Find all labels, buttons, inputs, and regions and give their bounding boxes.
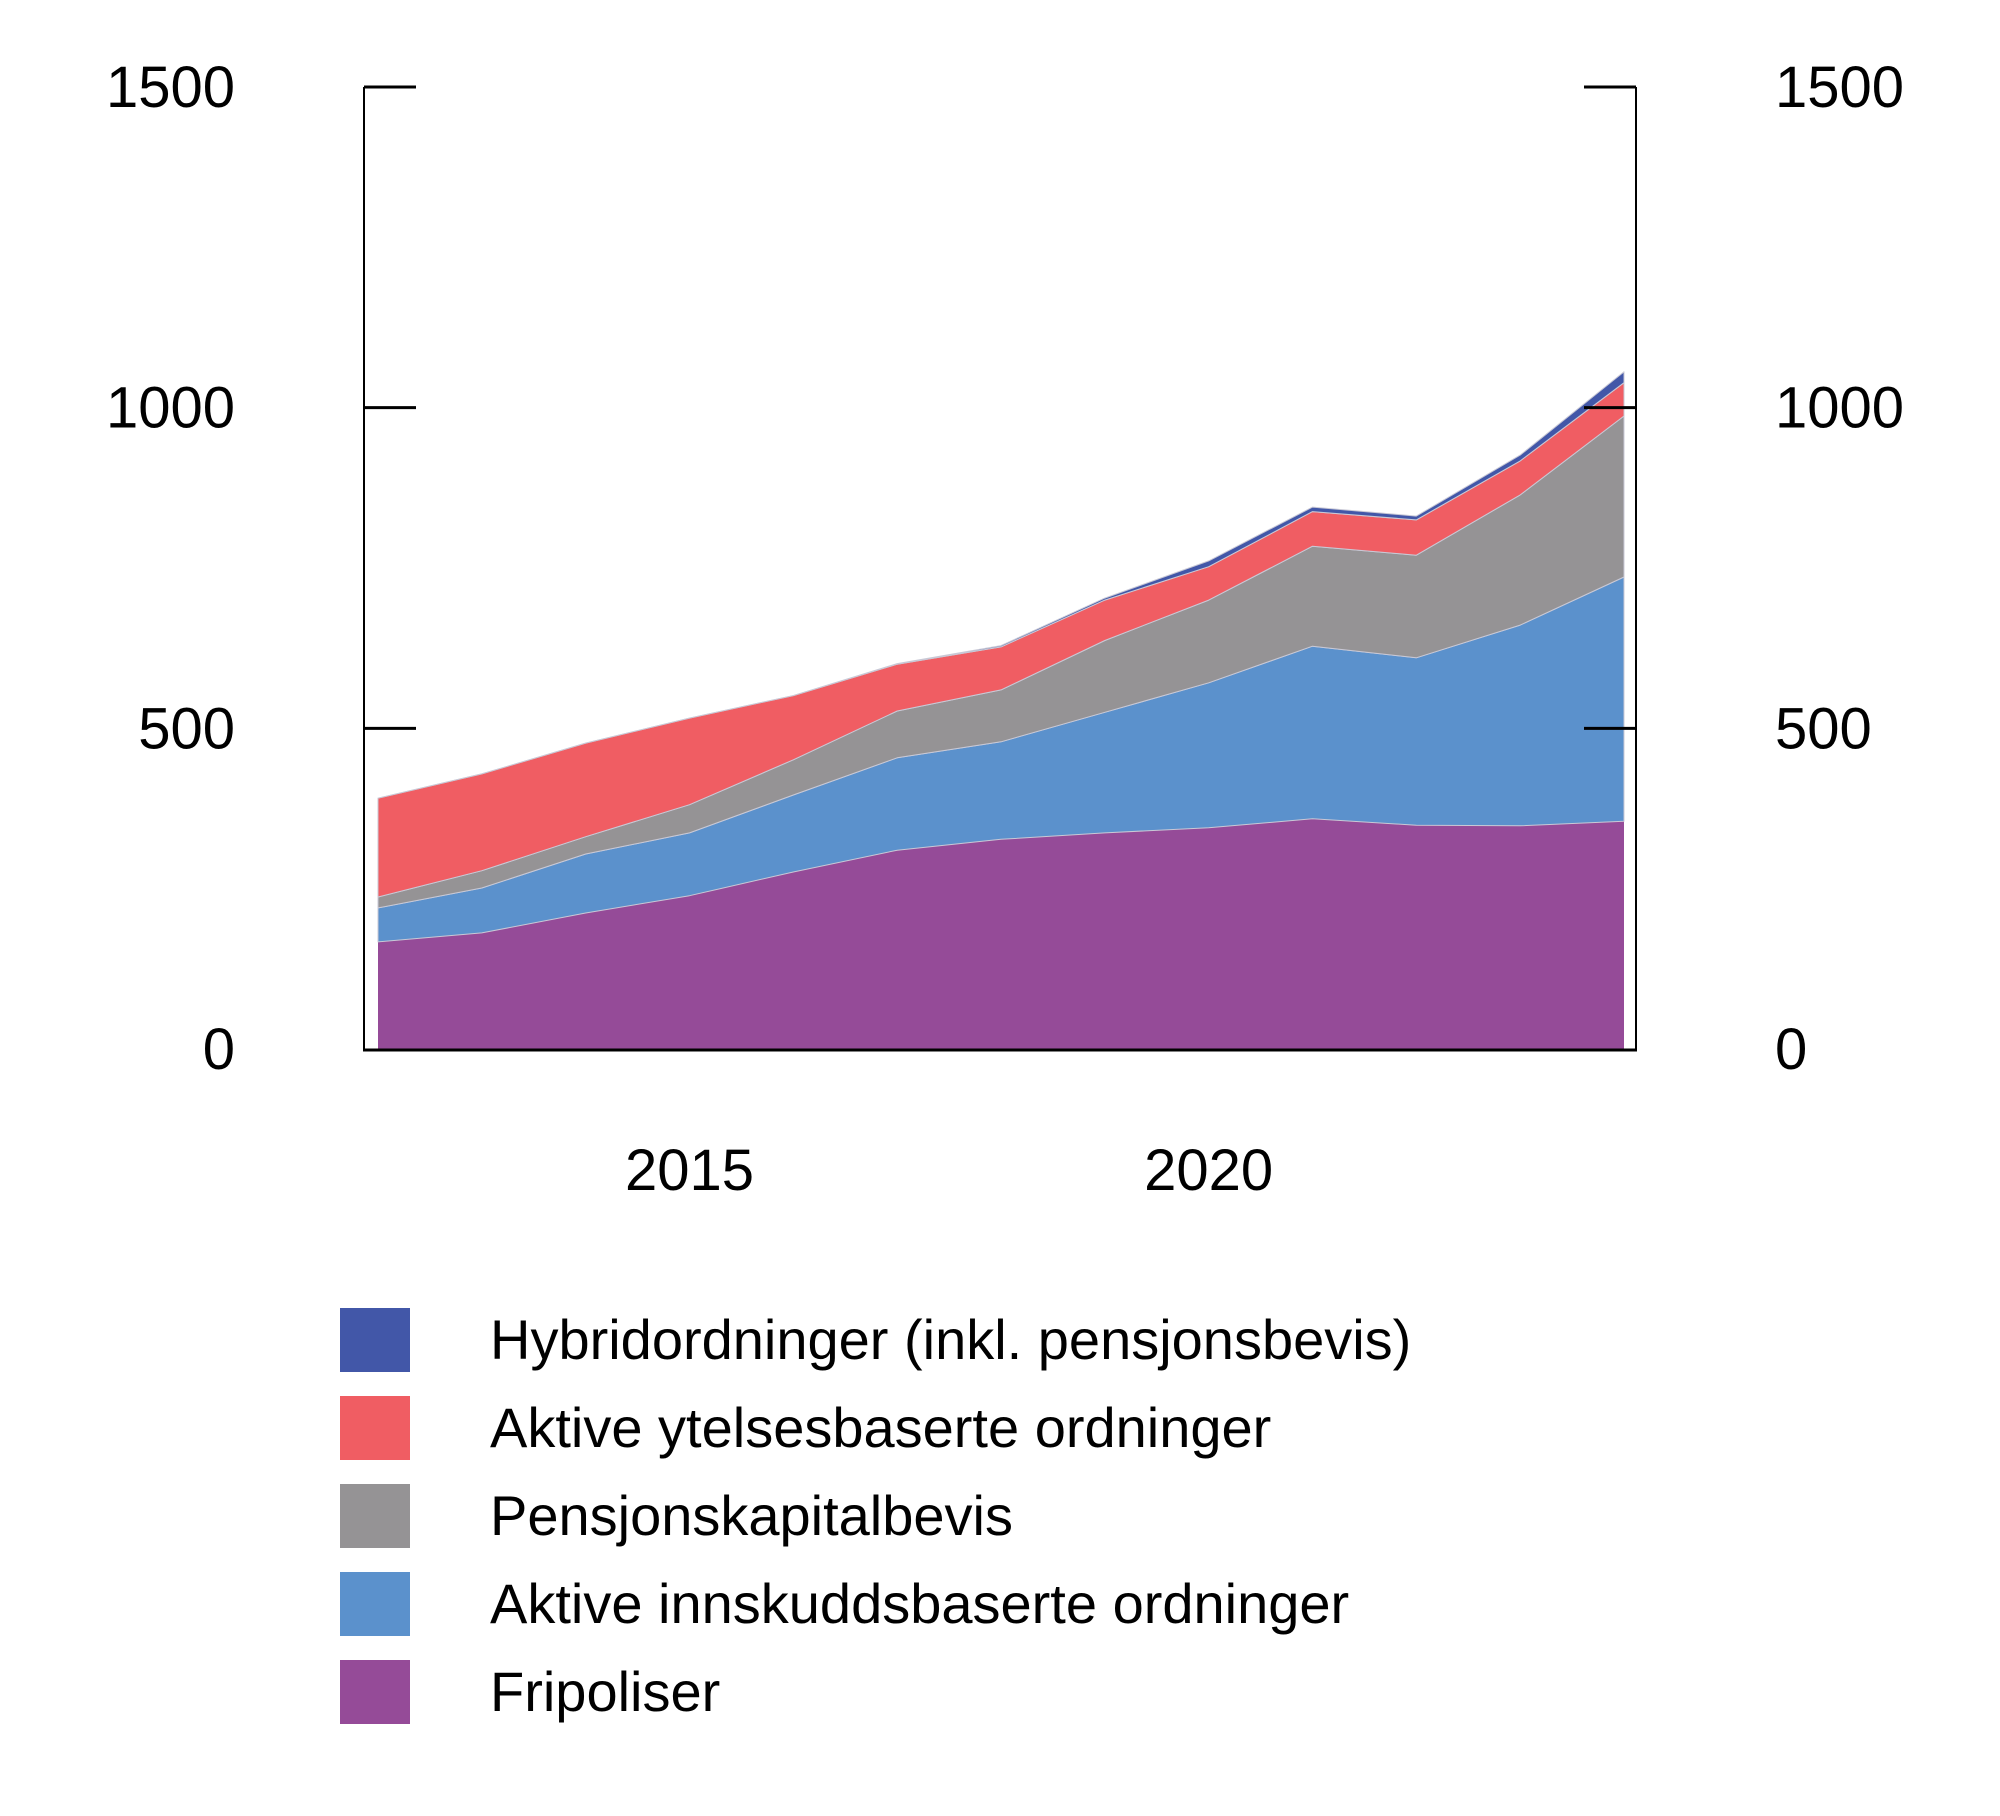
- y-tick-label-right: 500: [1775, 696, 1872, 761]
- y-tick-label-right: 0: [1775, 1017, 1807, 1082]
- y-tick-label-right: 1500: [1775, 55, 1904, 120]
- legend-label-innskuddsbaserte: Aktive innskuddsbaserte ordninger: [490, 1572, 1350, 1635]
- area-hybridordninger: [377, 371, 1625, 799]
- legend-item-innskuddsbaserte: Aktive innskuddsbaserte ordninger: [340, 1560, 1411, 1648]
- y-axis-left-labels: 0 500 1000 1500: [106, 55, 235, 1082]
- legend-swatch-fripoliser: [340, 1660, 410, 1724]
- y-tick-label-left: 1500: [106, 55, 235, 120]
- x-axis-labels: 2015 2020: [625, 1138, 1273, 1203]
- y-tick-label-left: 0: [203, 1017, 235, 1082]
- x-tick-label: 2020: [1144, 1138, 1273, 1203]
- legend-swatch-innskuddsbaserte: [340, 1572, 410, 1636]
- legend-swatch-ytelsesbaserte: [340, 1396, 410, 1460]
- chart-legend: Hybridordninger (inkl. pensjonsbevis) Ak…: [340, 1296, 1411, 1736]
- y-axis-right-labels: 0 500 1000 1500: [1775, 55, 1904, 1082]
- y-tick-label-right: 1000: [1775, 376, 1904, 441]
- legend-swatch-hybrid: [340, 1308, 410, 1372]
- legend-item-hybrid: Hybridordninger (inkl. pensjonsbevis): [340, 1296, 1411, 1384]
- x-tick-label: 2015: [625, 1138, 754, 1203]
- legend-label-pensjonskapitalbevis: Pensjonskapitalbevis: [490, 1484, 1013, 1547]
- chart-areas: [377, 371, 1625, 1049]
- area-fripoliser: [378, 818, 1624, 1049]
- legend-label-ytelsesbaserte: Aktive ytelsesbaserte ordninger: [490, 1396, 1272, 1459]
- legend-label-fripoliser: Fripoliser: [490, 1660, 721, 1723]
- legend-swatch-pensjonskapitalbevis: [340, 1484, 410, 1548]
- legend-label-hybrid: Hybridordninger (inkl. pensjonsbevis): [490, 1308, 1412, 1371]
- y-tick-label-left: 1000: [106, 376, 235, 441]
- stacked-area-chart: 0 500 1000 1500 0 500 1000 1500 2015 2020: [106, 55, 1904, 1203]
- legend-item-pensjonskapitalbevis: Pensjonskapitalbevis: [340, 1472, 1411, 1560]
- chart-axes: [363, 85, 1637, 1052]
- legend-item-fripoliser: Fripoliser: [340, 1648, 1411, 1736]
- y-tick-label-left: 500: [138, 696, 235, 761]
- legend-item-ytelsesbaserte: Aktive ytelsesbaserte ordninger: [340, 1384, 1411, 1472]
